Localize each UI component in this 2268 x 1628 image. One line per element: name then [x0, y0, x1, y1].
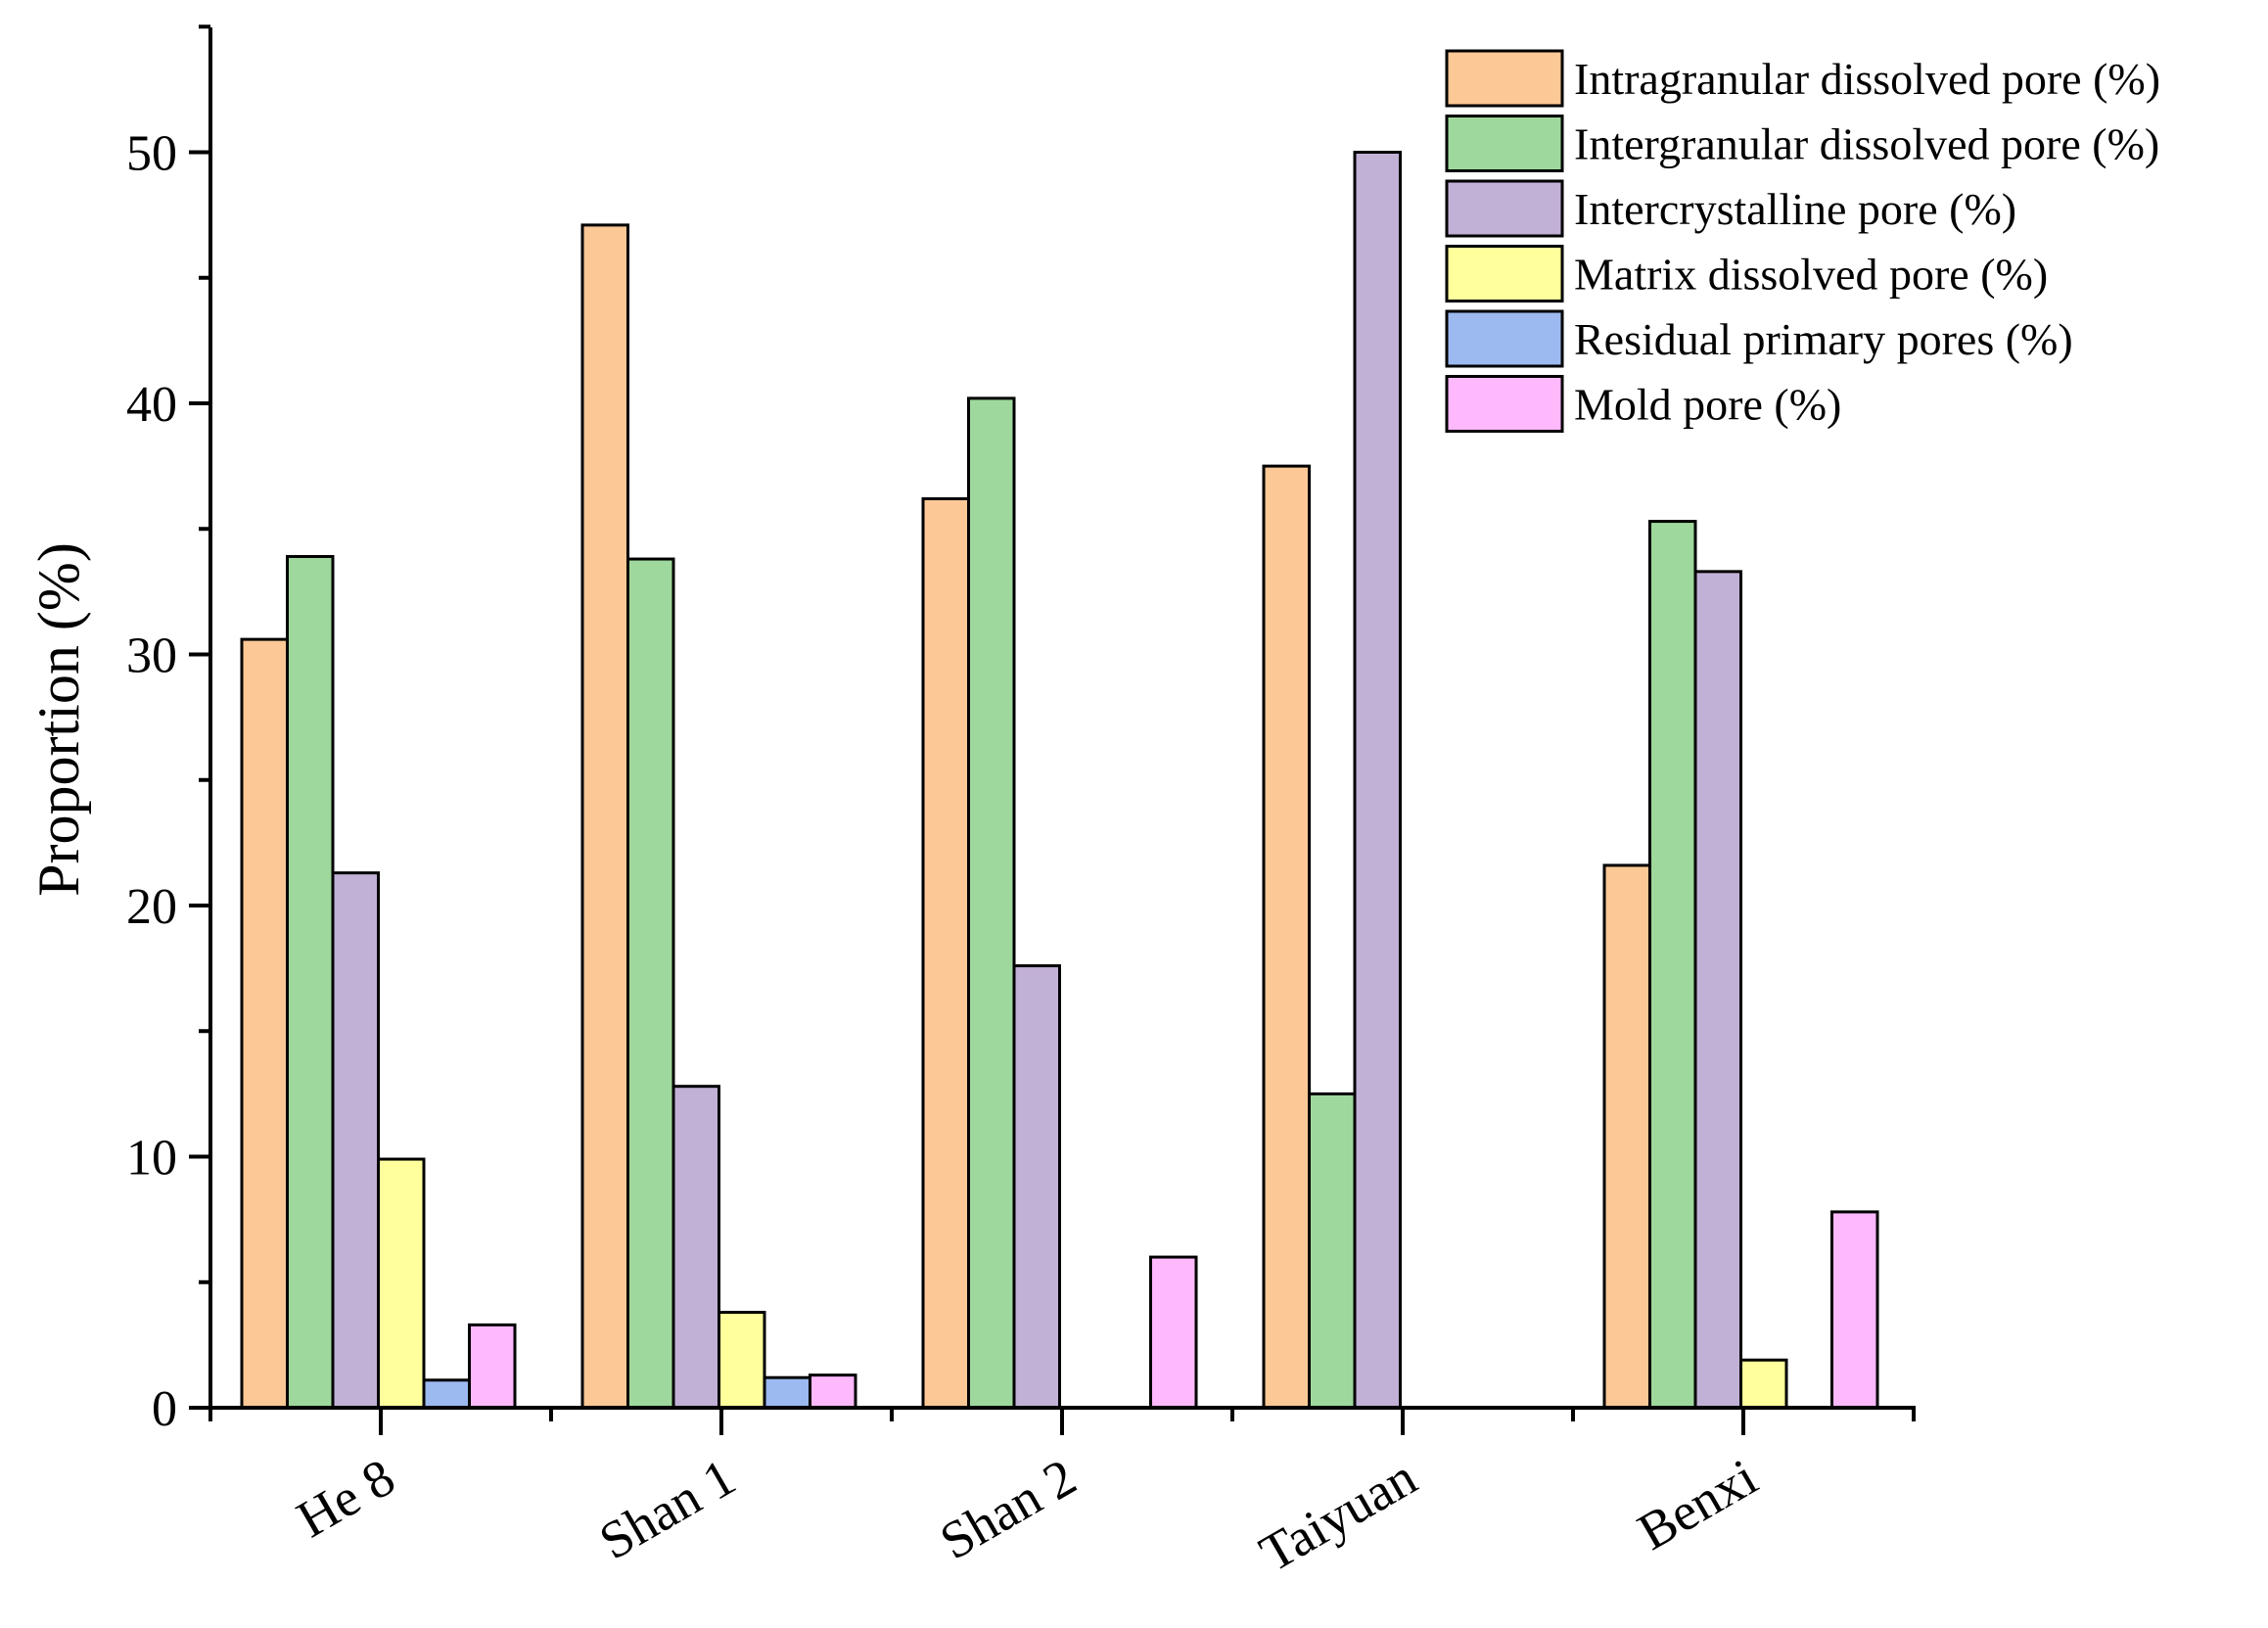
legend-label-1: Intergranular dissolved pore (%) [1574, 119, 2159, 169]
bar-benxi-series-3 [1739, 1358, 1788, 1410]
legend-label-2: Intercrystalline pore (%) [1574, 184, 2016, 234]
x-tick-label-benxi: Benxi [1628, 1447, 1767, 1560]
bar-he-8-series-5 [468, 1323, 517, 1410]
bar-shan-1-series-0 [580, 223, 629, 1410]
bar-taiyuan-series-1 [1308, 1092, 1357, 1410]
legend-label-3: Matrix dissolved pore (%) [1574, 250, 2048, 300]
y-tick-label-50: 50 [126, 126, 177, 182]
bar-benxi-series-0 [1602, 863, 1651, 1410]
legend-label-0: Intragranular dissolved pore (%) [1574, 54, 2160, 104]
y-tick-label-10: 10 [126, 1131, 177, 1186]
x-tick-label-he-8: He 8 [287, 1447, 404, 1549]
bar-taiyuan-series-0 [1262, 464, 1311, 1410]
bar-shan-1-series-3 [717, 1311, 766, 1410]
bar-shan-1-series-1 [626, 557, 675, 1410]
bar-he-8-series-4 [422, 1378, 471, 1410]
legend-swatch-5 [1445, 375, 1564, 433]
bars-layer [240, 151, 1879, 1410]
legend-swatch-0 [1445, 49, 1564, 108]
bar-shan-2-series-1 [967, 396, 1016, 1410]
y-axis-title: Proportion (%) [26, 542, 91, 897]
bar-he-8-series-1 [286, 554, 335, 1410]
bar-shan-2-series-5 [1149, 1255, 1198, 1410]
bar-shan-1-series-2 [671, 1085, 720, 1410]
legend-swatch-2 [1445, 179, 1564, 238]
x-tick-label-taiyuan: Taiyuan [1250, 1447, 1426, 1583]
legend: Intragranular dissolved pore (%) Intergra… [1445, 49, 2160, 433]
y-tick-label-0: 0 [152, 1381, 177, 1437]
bar-benxi-series-1 [1648, 520, 1697, 1410]
legend-swatch-1 [1445, 115, 1564, 172]
y-tick-label-20: 20 [126, 879, 177, 935]
bar-benxi-series-5 [1830, 1210, 1879, 1410]
bar-benxi-series-2 [1693, 570, 1742, 1410]
bar-shan-2-series-2 [1012, 964, 1061, 1410]
bar-shan-2-series-0 [921, 496, 970, 1410]
x-tick-label-shan-2: Shan 2 [930, 1447, 1086, 1570]
y-tick-label-30: 30 [126, 628, 177, 684]
bar-he-8-series-3 [377, 1157, 426, 1410]
bar-taiyuan-series-2 [1353, 151, 1402, 1410]
legend-swatch-4 [1445, 309, 1564, 368]
legend-label-5: Mold pore (%) [1574, 380, 1841, 430]
x-tick-label-shan-1: Shan 1 [589, 1447, 745, 1570]
bar-he-8-series-0 [240, 637, 289, 1410]
legend-swatch-3 [1445, 245, 1564, 302]
legend-label-4: Residual primary pores (%) [1574, 314, 2073, 364]
bar-shan-1-series-5 [809, 1373, 857, 1410]
y-tick-label-40: 40 [126, 377, 177, 433]
bar-he-8-series-2 [331, 871, 380, 1410]
bar-shan-1-series-4 [763, 1375, 811, 1410]
